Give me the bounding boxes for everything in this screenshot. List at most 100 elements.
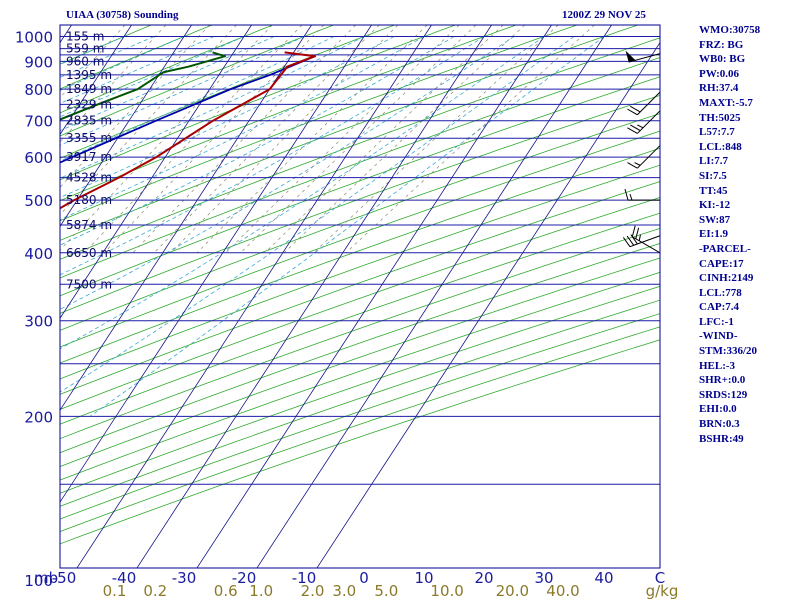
index-row: SI:7.5: [699, 169, 727, 182]
moist-adiabat: [89, 36, 605, 417]
dry-adiabat: [60, 257, 660, 467]
dry-adiabat: [60, 147, 660, 364]
index-row: TT:45: [699, 184, 728, 197]
stability-indices-panel: WMO:30758 FRZ: BG WB0: BG PW:0.06 RH:37.4 MAX…: [699, 23, 760, 446]
index-row: FRZ: BG: [699, 38, 744, 51]
dry-adiabat: [60, 313, 660, 520]
dry-adiabat: [60, 285, 660, 494]
index-row: LCL:778: [699, 286, 742, 299]
mixing-ratio-line: [84, 25, 303, 254]
index-row: KI:-12: [699, 199, 731, 212]
isotherm: [256, 25, 612, 568]
pressure-tick-label: 600: [24, 149, 53, 167]
index-row: L57:7.7: [699, 126, 735, 139]
wind-barb: [627, 145, 661, 169]
mixing-ratio-line: [345, 25, 595, 254]
temperature-tick-label: -40: [112, 569, 137, 587]
moist-adiabat: [60, 36, 515, 310]
index-row: CAPE:17: [699, 257, 744, 270]
pressure-tick-label: 200: [24, 408, 53, 426]
index-row: CINH:2149: [699, 272, 754, 285]
dry-adiabat: [60, 25, 334, 137]
index-row: WB0: BG: [699, 53, 746, 66]
index-row: TH:5025: [699, 111, 741, 124]
pressure-tick-label: 800: [24, 81, 53, 99]
temperature-trace: [60, 51, 317, 210]
isotherm: [316, 41, 660, 568]
height-label: 7500 m: [66, 277, 112, 291]
dry-adiabat: [60, 25, 213, 90]
pressure-tick-label: 1000: [15, 29, 53, 47]
mixing-ratio-label: 2.0: [301, 582, 325, 600]
mixing-ratio-label: 40.0: [546, 582, 579, 600]
isotherm: [60, 25, 372, 503]
dry-adiabat: [60, 326, 660, 533]
index-row: RH:37.4: [699, 82, 739, 95]
dry-adiabat: [60, 25, 456, 181]
moist-adiabat: [60, 36, 215, 104]
mixing-ratio-label: 5.0: [374, 582, 398, 600]
temperature-tick-label: -30: [172, 569, 197, 587]
isotherm: [60, 25, 252, 320]
pressure-tick-label: 900: [24, 53, 53, 71]
pressure-tick-label: 300: [24, 313, 53, 331]
height-label: 4528 m: [66, 171, 112, 185]
mixing-ratio-label: g/kg: [646, 582, 679, 600]
mixing-ratio-line: [60, 25, 273, 251]
dry-adiabat: [60, 25, 578, 222]
mixing-ratio-label: 10.0: [430, 582, 463, 600]
dry-adiabat: [60, 25, 517, 202]
moist-adiabat: [60, 36, 185, 91]
height-label: 2329 m: [66, 97, 112, 111]
index-row: BSHR:49: [699, 432, 744, 445]
sounding-time: 1200Z 29 NOV 25: [562, 9, 646, 21]
temperature-tick-label: -10: [292, 569, 317, 587]
sounding-title: UIAA (30758) Sounding: [66, 9, 179, 21]
mixing-ratio-line: [103, 25, 325, 254]
pressure-tick-label: 100: [24, 572, 53, 590]
mixing-ratio-label: 3.0: [332, 582, 356, 600]
mixing-ratio-line: [264, 25, 504, 254]
dewpoint-trace: [60, 51, 227, 121]
parcel-trace: [60, 55, 316, 164]
height-label: 1849 m: [66, 82, 112, 96]
mixing-ratio-line: [153, 25, 380, 254]
index-row: LCL:848: [699, 140, 742, 153]
dry-adiabat: [60, 113, 660, 331]
dry-adiabat: [60, 25, 152, 65]
dry-adiabat: [60, 25, 273, 114]
height-label: 559 m: [66, 42, 104, 56]
dry-adiabat: [60, 197, 660, 410]
pressure-tick-label: 700: [24, 113, 53, 131]
height-label: 155 m: [66, 30, 104, 44]
height-label: 1395 m: [66, 68, 112, 82]
wind-barb: [631, 225, 661, 254]
index-row: WMO:30758: [699, 24, 761, 36]
dry-adiabat: [60, 228, 660, 440]
dry-adiabat: [60, 164, 660, 380]
index-row: SRDS:129: [699, 388, 748, 401]
mixing-ratio-line: [60, 25, 237, 216]
height-label: 2835 m: [66, 114, 112, 128]
temperature-tick-label: C: [655, 569, 665, 587]
mixing-ratio-label: 0.2: [143, 582, 167, 600]
wind-barb: [627, 91, 661, 116]
index-row: EHI:0.0: [699, 403, 737, 416]
temperature-tick-label: 0: [359, 569, 369, 587]
wind-barb: [627, 110, 661, 134]
mixing-ratio-line: [132, 25, 356, 254]
dry-adiabat: [60, 212, 660, 425]
index-row: -PARCEL-: [699, 242, 751, 255]
mixing-ratio-line: [240, 25, 477, 254]
index-row: SHR+:0.0: [699, 374, 746, 387]
dry-adiabat: [60, 25, 639, 241]
index-row: SW:87: [699, 213, 731, 226]
index-row: BRN:0.3: [699, 418, 740, 431]
isotherm: [76, 25, 432, 568]
isotherm: [60, 25, 132, 136]
isotherm: [196, 25, 552, 568]
height-label: 960 m: [66, 54, 104, 68]
pressure-tick-label: 500: [24, 192, 53, 210]
dry-adiabat: [60, 76, 660, 297]
mixing-ratio-line: [60, 25, 210, 188]
